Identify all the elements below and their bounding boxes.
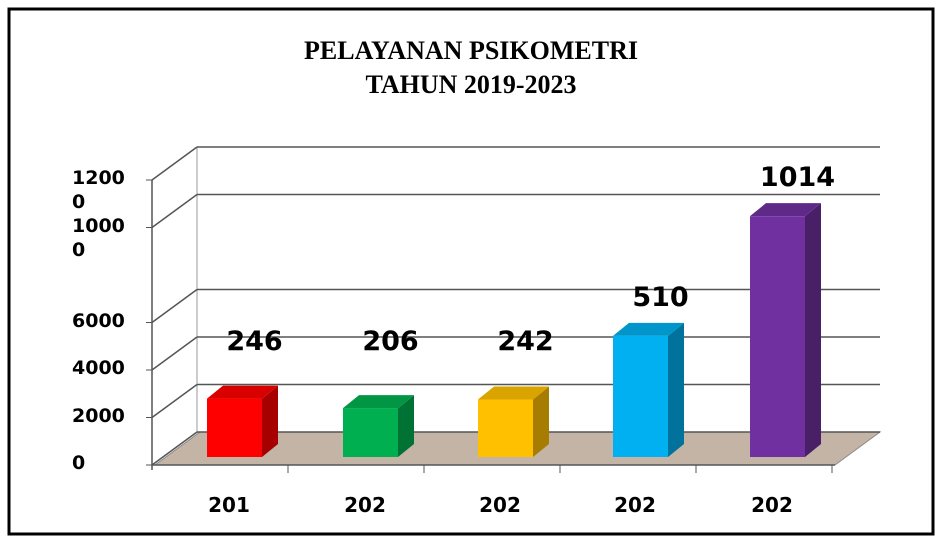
bar-top — [478, 386, 549, 400]
bar — [750, 216, 805, 457]
y-tick-label: 10000 — [72, 214, 125, 261]
y-tick-label: 0 — [72, 452, 86, 474]
bar — [613, 335, 668, 457]
x-tick-label: 202 — [614, 493, 656, 517]
bar-top — [750, 203, 821, 217]
bar-side — [262, 385, 278, 457]
grid-line-side — [151, 431, 198, 466]
bar — [343, 408, 398, 457]
x-tick-label: 201 — [208, 493, 250, 517]
bar — [478, 399, 533, 457]
bar-side — [398, 395, 414, 457]
bar-side — [533, 386, 549, 457]
value-label: 1014 — [760, 162, 835, 193]
y-tick-label: 6000 — [72, 309, 125, 332]
grid-line-side — [151, 383, 198, 419]
bar-side — [668, 322, 684, 457]
chart-border — [7, 7, 935, 536]
bar — [207, 398, 262, 457]
grid-line-side — [151, 336, 198, 371]
x-tick-label: 202 — [751, 493, 793, 517]
chart-title: PELAYANAN PSIKOMETRI TAHUN 2019-2023 — [304, 36, 638, 99]
value-label: 242 — [497, 326, 553, 357]
bar-top — [207, 385, 278, 399]
y-tick-label: 2000 — [72, 404, 125, 427]
x-tick-label: 202 — [344, 493, 386, 517]
grid-line-side — [151, 193, 198, 229]
y-tick-label: 4000 — [72, 357, 125, 379]
y-tick-label: 12000 — [72, 167, 125, 213]
grid-line-side — [151, 146, 198, 181]
value-label: 206 — [362, 326, 418, 357]
grid-line-side — [151, 288, 198, 324]
bar-side — [805, 203, 821, 457]
bar-top — [613, 322, 684, 336]
value-label: 246 — [226, 326, 282, 357]
x-tick-label: 202 — [479, 493, 521, 517]
value-label: 510 — [632, 282, 688, 313]
bar-top — [343, 395, 414, 409]
